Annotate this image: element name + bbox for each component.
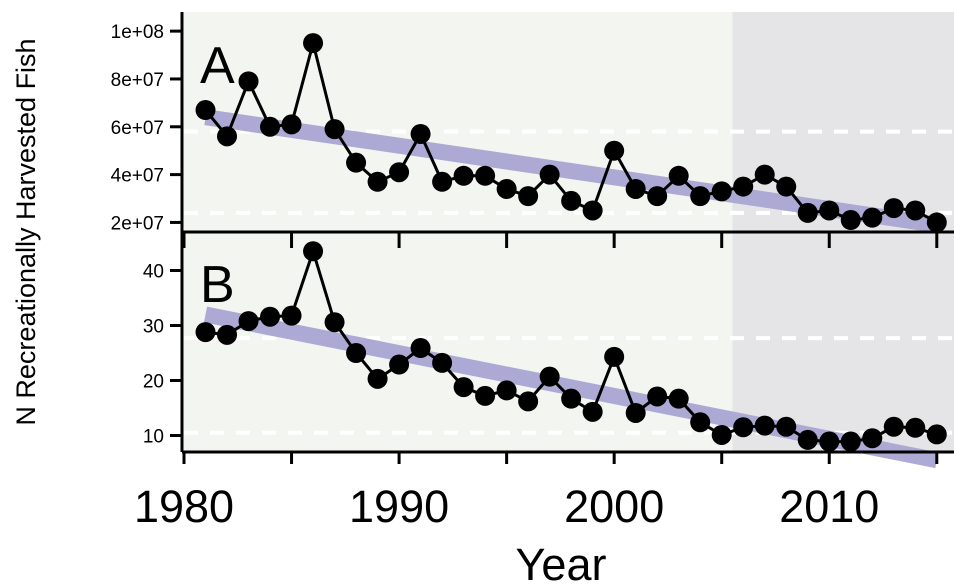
data-point: [324, 119, 345, 140]
data-point: [475, 385, 496, 406]
data-point: [862, 428, 883, 449]
data-point: [668, 165, 689, 186]
data-point: [819, 431, 840, 452]
data-point: [281, 305, 302, 326]
data-point: [324, 312, 345, 333]
data-point: [668, 388, 689, 409]
data-point: [797, 429, 818, 450]
data-point: [453, 165, 474, 186]
data-point: [690, 412, 711, 433]
data-point: [625, 402, 646, 423]
data-point: [905, 200, 926, 221]
data-point: [690, 186, 711, 207]
data-point: [754, 415, 775, 436]
y-tick-label: 2e+07: [111, 213, 164, 234]
x-tick-label: 1980: [134, 481, 234, 532]
panel-a: 2e+07 4e+07 6e+07 8e+07 1e+08 A: [111, 12, 954, 234]
data-point: [432, 171, 453, 192]
panel-label: A: [200, 37, 235, 95]
data-point: [238, 71, 259, 92]
panel-b: 10 20 30 40 B: [143, 232, 954, 469]
data-point: [539, 366, 560, 387]
data-point: [797, 202, 818, 223]
x-axis-title: Year: [516, 539, 607, 587]
y-tick-label: 6e+07: [111, 118, 164, 139]
data-point: [453, 377, 474, 398]
data-point: [883, 198, 904, 219]
y-axis-title: N Recreationally Harvested Fish: [11, 38, 41, 425]
data-point: [217, 126, 238, 147]
y-tick-label: 30: [143, 317, 164, 338]
data-point: [410, 338, 431, 359]
data-point: [475, 165, 496, 186]
y-tick-label: 20: [143, 372, 164, 393]
data-point: [604, 140, 625, 161]
y-tick-label: 1e+08: [111, 22, 164, 43]
data-point: [195, 322, 216, 343]
data-point: [561, 190, 582, 211]
data-point: [840, 431, 861, 452]
data-point: [389, 354, 410, 375]
y-tick-label: 8e+07: [111, 70, 164, 91]
data-point: [561, 388, 582, 409]
data-point: [733, 417, 754, 438]
data-point: [862, 207, 883, 228]
data-point: [346, 343, 367, 363]
data-point: [260, 116, 281, 137]
data-point: [389, 162, 410, 183]
data-point: [367, 171, 388, 192]
data-point: [346, 152, 367, 173]
data-point: [711, 181, 732, 202]
data-point: [432, 352, 453, 373]
data-point: [625, 178, 646, 199]
data-point: [496, 380, 517, 401]
data-point: [776, 416, 797, 437]
data-point: [303, 241, 324, 262]
y-tick-label: 4e+07: [111, 166, 164, 187]
data-point: [647, 386, 668, 407]
data-point: [238, 311, 259, 332]
data-point: [840, 210, 861, 231]
data-point: [604, 346, 625, 367]
data-point: [647, 186, 668, 207]
data-point: [260, 306, 281, 327]
data-point: [539, 164, 560, 185]
data-point: [776, 176, 797, 197]
data-point: [217, 324, 238, 345]
data-point: [754, 164, 775, 185]
data-point: [733, 176, 754, 197]
data-point: [905, 417, 926, 438]
data-point: [926, 212, 947, 233]
data-point: [819, 200, 840, 221]
data-point: [711, 424, 732, 445]
chart-panels: 2e+07 4e+07 6e+07 8e+07 1e+08 A 10 20 30 40 B 1980 1…: [111, 12, 954, 532]
data-point: [496, 178, 517, 199]
data-point: [303, 33, 324, 54]
data-point: [582, 401, 603, 422]
data-point: [582, 200, 603, 221]
data-point: [281, 114, 302, 135]
shaded-period: [732, 232, 954, 452]
x-tick-label: 2000: [564, 481, 664, 532]
y-tick-label: 40: [143, 262, 164, 283]
x-tick-label: 1990: [349, 481, 449, 532]
data-point: [518, 186, 539, 207]
data-point: [195, 100, 216, 121]
data-point: [518, 391, 539, 412]
panel-label: B: [200, 256, 235, 314]
data-point: [883, 416, 904, 437]
data-point: [410, 123, 431, 144]
y-tick-label: 10: [143, 427, 164, 448]
data-point: [367, 368, 388, 389]
x-tick-label: 2010: [779, 481, 879, 532]
data-point: [926, 424, 947, 445]
